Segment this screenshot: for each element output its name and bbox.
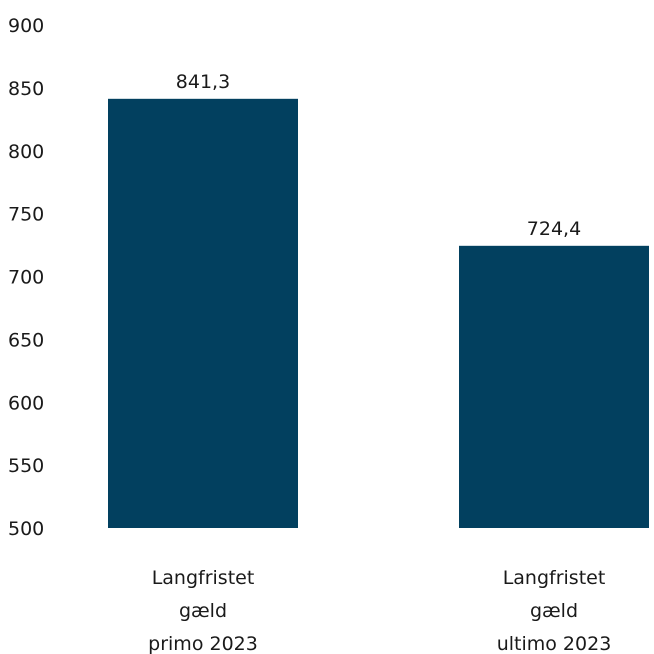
y-tick-label: 700 (8, 267, 44, 289)
category-label-line: primo 2023 (148, 633, 258, 654)
bars (108, 98, 649, 528)
data-labels: 841,3 724,4 (176, 71, 581, 240)
category-label-line: gæld (530, 600, 578, 622)
data-label: 841,3 (176, 71, 230, 93)
category-label-line: ultimo 2023 (497, 633, 612, 654)
y-tick-label: 500 (8, 518, 44, 540)
bar-1 (108, 98, 298, 528)
y-tick-label: 800 (8, 141, 44, 163)
y-tick-label: 550 (8, 455, 44, 477)
category-label-line: gæld (179, 600, 227, 622)
y-tick-label: 650 (8, 329, 44, 351)
category-label-line: Langfristet (503, 567, 606, 589)
bar-2 (459, 245, 649, 528)
y-tick-label: 850 (8, 78, 44, 100)
category-label-line: Langfristet (152, 567, 255, 589)
category-labels: Langfristet gæld primo 2023 Langfristet gæld… (148, 567, 611, 654)
y-tick-label: 900 (8, 15, 44, 37)
data-label: 724,4 (527, 218, 581, 240)
y-axis-tick-labels: 500 550 600 650 700 750 800 850 900 (8, 15, 44, 540)
y-tick-label: 600 (8, 392, 44, 414)
y-tick-label: 750 (8, 204, 44, 226)
